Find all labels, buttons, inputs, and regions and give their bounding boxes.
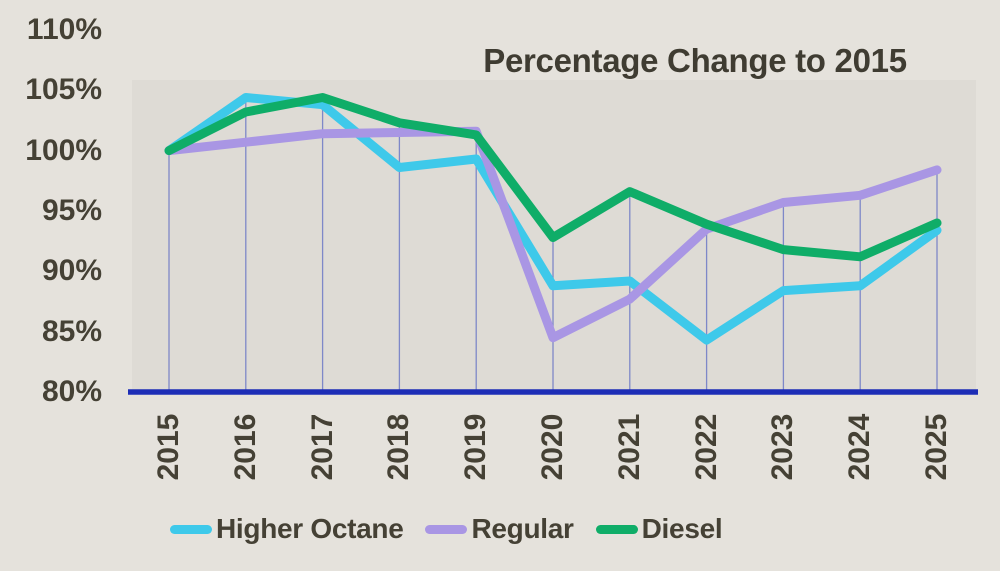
legend-item-higher-octane: Higher Octane <box>170 513 404 545</box>
legend-swatch-diesel-icon <box>595 524 638 534</box>
y-axis-tick-100: 100% <box>25 134 102 167</box>
x-axis-tick-2016: 2016 <box>229 413 262 481</box>
y-axis-tick-90: 90% <box>41 254 102 287</box>
legend-label-regular: Regular <box>471 513 574 544</box>
legend-label-diesel: Diesel <box>641 513 723 544</box>
legend-label-higher-octane: Higher Octane <box>216 513 404 544</box>
x-axis-tick-2019: 2019 <box>459 413 492 481</box>
y-axis-tick-85: 85% <box>41 315 102 348</box>
x-axis-tick-2024: 2024 <box>843 413 876 481</box>
y-axis-tick-105: 105% <box>25 73 102 106</box>
legend-item-regular: Regular <box>425 513 574 545</box>
x-axis-tick-2023: 2023 <box>766 413 799 481</box>
chart-legend: Higher Octane Regular Diesel <box>170 509 723 549</box>
y-axis-tick-95: 95% <box>41 194 102 227</box>
y-axis-tick-80: 80% <box>41 375 102 408</box>
x-axis-tick-2017: 2017 <box>306 413 339 481</box>
dropline-group <box>168 97 938 392</box>
x-axis-tick-2021: 2021 <box>613 413 646 481</box>
legend-swatch-higher-octane-icon <box>170 524 212 534</box>
x-axis-tick-2022: 2022 <box>690 413 723 481</box>
x-axis-tick-2025: 2025 <box>920 413 953 481</box>
series-line-regular <box>164 126 942 343</box>
x-axis-tick-2015: 2015 <box>152 413 185 481</box>
legend-item-diesel: Diesel <box>595 513 723 545</box>
y-axis-tick-110: 110% <box>26 13 102 46</box>
chart-title: Percentage Change to 2015 <box>483 42 907 79</box>
legend-swatch-regular-icon <box>425 524 468 534</box>
series-line-group <box>164 93 942 345</box>
x-axis-tick-2018: 2018 <box>382 413 415 481</box>
x-axis-tick-2020: 2020 <box>536 413 569 481</box>
series-line-diesel <box>164 93 942 262</box>
